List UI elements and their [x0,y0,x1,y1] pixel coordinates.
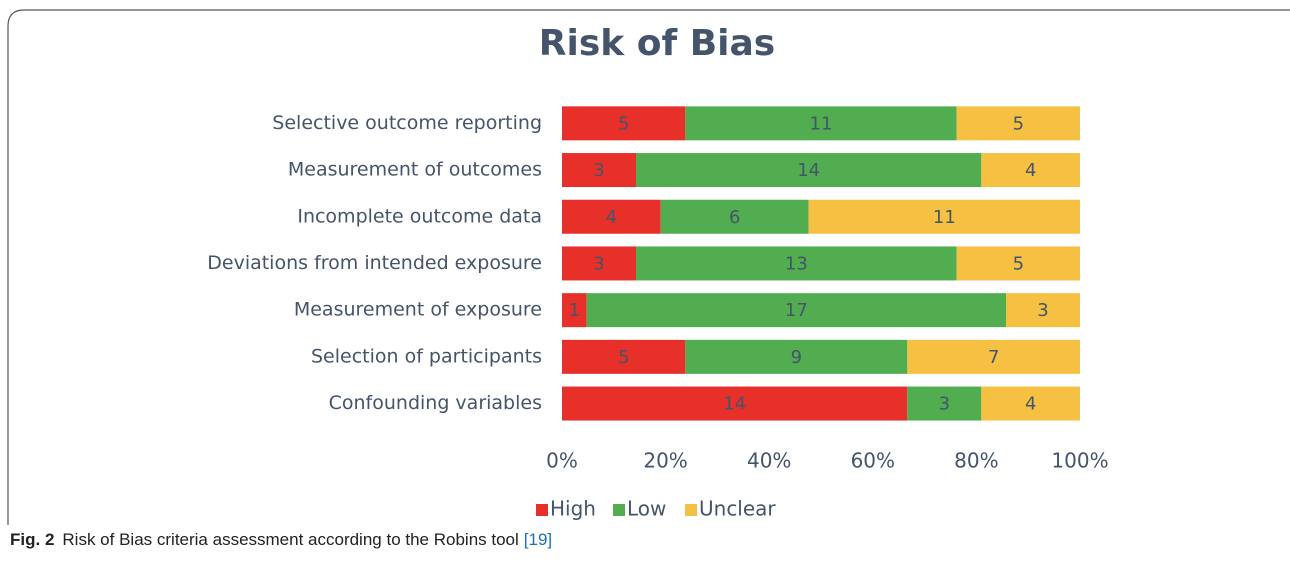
y-tick-label: Deviations from intended exposure [207,252,542,274]
x-tick-label: 100% [1051,449,1108,473]
value-label: 5 [1013,253,1024,274]
chart-title: Risk of Bias [539,23,775,64]
x-tick-label: 0% [546,449,578,473]
bar-segment [685,339,908,374]
bar-segment [562,106,686,141]
value-label: 4 [1025,160,1036,181]
value-label: 9 [791,347,802,368]
value-label: 4 [1025,394,1036,415]
value-label: 5 [618,347,629,368]
value-label: 1 [569,300,580,321]
bar-segment [562,293,587,328]
value-label: 4 [606,207,617,228]
value-label: 13 [785,253,808,274]
value-label: 6 [729,207,740,228]
value-label: 5 [618,113,629,134]
bar-segment [956,246,1080,281]
legend-label: High [550,497,596,521]
bar-segment [562,153,636,188]
bar-segment [907,386,982,421]
value-label: 5 [1013,113,1024,134]
bar-segment [636,246,957,281]
x-tick-label: 20% [643,449,687,473]
bar-segment [808,199,1080,234]
caption-label: Fig. 2 [10,530,54,549]
bar-segment [981,153,1080,188]
value-label: 3 [1037,300,1048,321]
value-label: 11 [810,113,833,134]
value-label: 14 [797,160,820,181]
value-label: 11 [933,207,956,228]
y-tick-label: Measurement of outcomes [288,159,542,181]
legend-label: Unclear [699,497,776,521]
caption-ref: [19] [524,530,552,549]
bar-segment [1006,293,1080,328]
y-tick-label: Selection of participants [311,345,542,367]
legend-swatch [613,504,625,516]
y-tick-label: Measurement of exposure [294,299,542,321]
legend-label: Low [627,497,666,521]
x-tick-label: 60% [851,449,895,473]
bar-segment [660,199,809,234]
value-label: 14 [723,394,746,415]
bar-segment [562,199,661,234]
x-tick-label: 80% [954,449,998,473]
bar-segment [636,153,982,188]
caption: Fig. 2 Risk of Bias criteria assessment a… [10,530,552,549]
caption-text: Risk of Bias criteria assessment accordi… [62,530,518,549]
y-tick-label: Confounding variables [329,392,542,414]
frame [7,9,1290,525]
value-label: 17 [785,300,808,321]
bar-segment [562,386,908,421]
bar-segment [586,293,1006,328]
value-label: 7 [988,347,999,368]
y-tick-label: Selective outcome reporting [272,112,542,134]
value-label: 3 [593,160,604,181]
legend-swatch [685,504,697,516]
bar-segment [562,339,686,374]
x-tick-label: 40% [747,449,791,473]
value-label: 3 [593,253,604,274]
value-label: 3 [939,394,950,415]
legend-swatch [536,504,548,516]
bar-segment [907,339,1080,374]
y-tick-label: Incomplete outcome data [297,205,542,227]
bar-segment [956,106,1080,141]
bar-segment [981,386,1080,421]
bar-segment [562,246,636,281]
bar-segment [685,106,957,141]
